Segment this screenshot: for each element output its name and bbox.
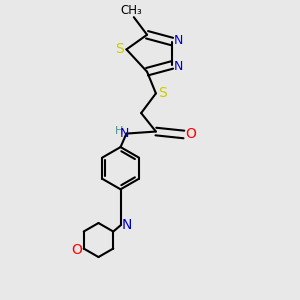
Text: O: O xyxy=(71,243,82,257)
Text: N: N xyxy=(120,127,129,140)
Text: N: N xyxy=(122,218,132,233)
Text: O: O xyxy=(185,128,196,142)
Text: H: H xyxy=(115,126,123,136)
Text: N: N xyxy=(174,60,183,73)
Text: N: N xyxy=(174,34,183,46)
Text: CH₃: CH₃ xyxy=(120,4,142,17)
Text: S: S xyxy=(158,86,167,100)
Text: S: S xyxy=(116,42,124,56)
